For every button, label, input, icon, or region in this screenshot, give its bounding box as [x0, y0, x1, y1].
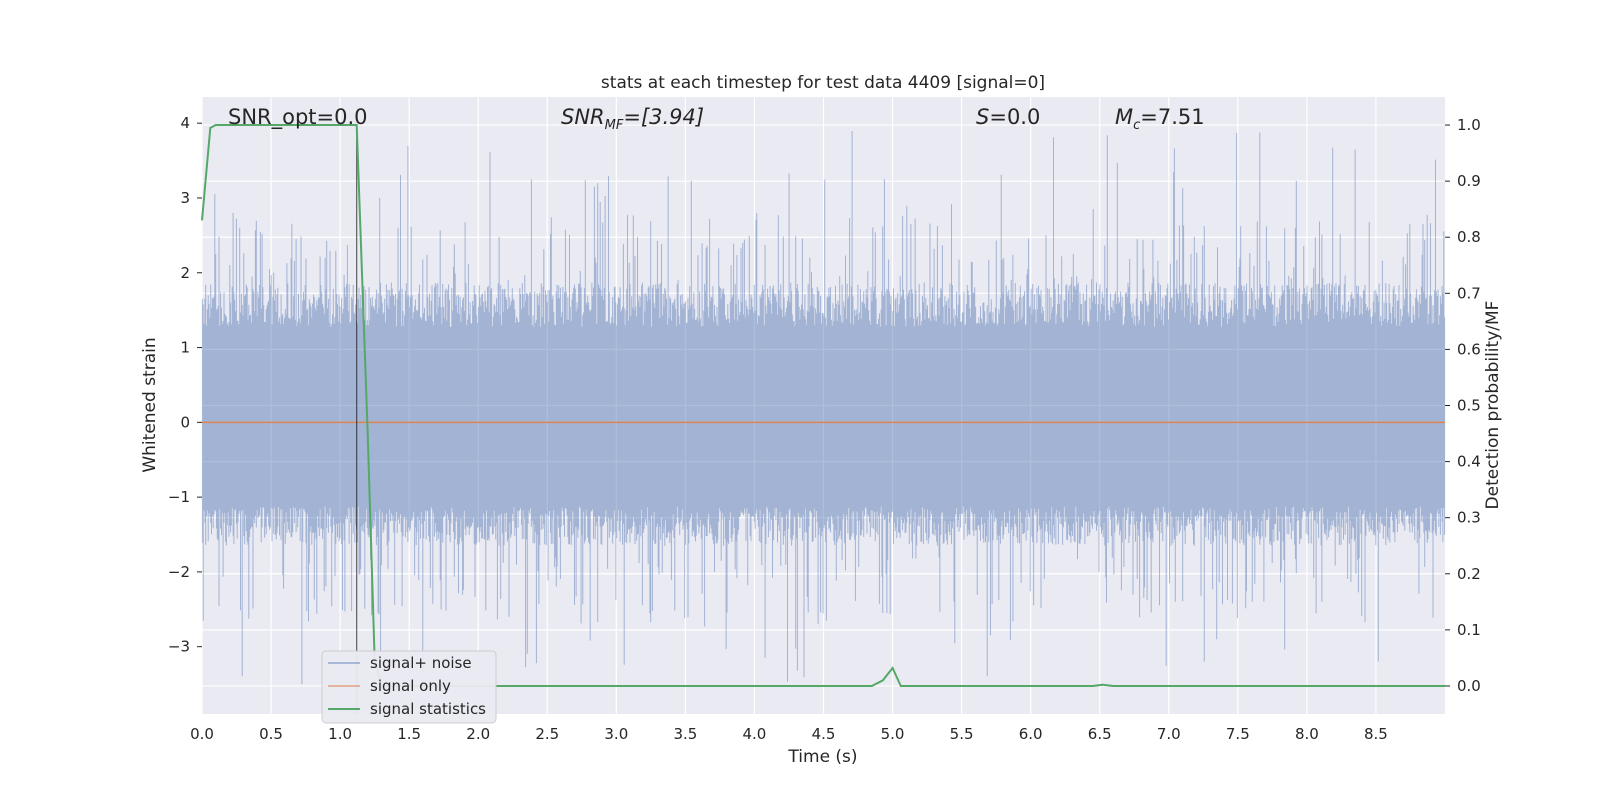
y-right-tick-label: 0.8	[1457, 228, 1481, 246]
x-tick-label: 6.5	[1088, 725, 1112, 743]
y-right-tick-label: 0.9	[1457, 172, 1481, 190]
x-tick-label: 5.0	[881, 725, 905, 743]
legend-label-statistics: signal statistics	[370, 700, 486, 718]
x-tick-label: 6.0	[1019, 725, 1043, 743]
y-right-tick-label: 0.4	[1457, 453, 1481, 471]
y-tick-label: 1	[180, 339, 190, 357]
y-right-axis-ticks: 1.0 0.9 0.8 0.7 0.6 0.5 0.4 0.3 0.2 0.1 0.0	[1445, 116, 1481, 695]
y-right-tick-label: 0.1	[1457, 621, 1481, 639]
x-tick-label: 1.5	[397, 725, 421, 743]
legend: signal+ noise signal only signal statist…	[321, 650, 497, 724]
snr-opt-annotation: SNR_opt=0.0	[228, 105, 368, 130]
y-grid-right	[202, 124, 1445, 687]
y-right-tick-label: 1.0	[1457, 116, 1481, 134]
y-right-tick-label: 0.2	[1457, 565, 1481, 583]
x-tick-label: 8.0	[1295, 725, 1319, 743]
x-tick-label: 5.5	[950, 725, 974, 743]
x-tick-label: 3.5	[673, 725, 697, 743]
x-tick-label: 1.0	[328, 725, 352, 743]
chart-title: stats at each timestep for test data 440…	[601, 73, 1045, 93]
mc-annotation: Mc=7.51	[1115, 105, 1205, 133]
y-tick-label: −3	[168, 638, 190, 656]
x-tick-label: 4.0	[743, 725, 767, 743]
y-tick-label: 0	[180, 413, 190, 431]
x-tick-label: 7.0	[1157, 725, 1181, 743]
legend-label-signal-only: signal only	[370, 677, 451, 695]
y-tick-label: 3	[180, 189, 190, 207]
x-tick-label: 0.5	[259, 725, 283, 743]
x-tick-label: 2.0	[466, 725, 490, 743]
y-right-tick-label: 0.3	[1457, 509, 1481, 527]
x-tick-label: 2.5	[535, 725, 559, 743]
y-tick-label: 4	[180, 114, 190, 132]
x-tick-label: 8.5	[1364, 725, 1388, 743]
legend-label-noise: signal+ noise	[370, 654, 472, 672]
y-right-axis-label: Detection probability/MF	[1483, 301, 1503, 510]
y-tick-label: −1	[168, 488, 190, 506]
y-right-tick-label: 0.0	[1457, 677, 1481, 695]
y-axis-label: Whitened strain	[140, 337, 160, 472]
y-axis-ticks: 4 3 2 1 0 −1 −2 −3	[168, 114, 202, 656]
legend-box	[321, 650, 497, 724]
x-tick-label: 0.0	[190, 725, 214, 743]
snr-mf-annotation: SNRMF=[3.94]	[561, 105, 704, 133]
x-axis-label: Time (s)	[787, 747, 857, 767]
y-tick-label: −2	[168, 563, 190, 581]
x-tick-label: 4.5	[812, 725, 836, 743]
y-right-tick-label: 0.7	[1457, 284, 1481, 302]
x-axis-ticks: 0.0 0.5 1.0 1.5 2.0 2.5 3.0 3.5 4.0 4.5 5.0 5.5 6.0 6…	[190, 725, 1388, 743]
x-tick-label: 3.0	[604, 725, 628, 743]
s-annotation: S=0.0	[976, 105, 1040, 129]
y-right-tick-label: 0.6	[1457, 340, 1481, 358]
x-tick-label: 7.5	[1226, 725, 1250, 743]
y-tick-label: 2	[180, 264, 190, 282]
y-right-tick-label: 0.5	[1457, 397, 1481, 415]
